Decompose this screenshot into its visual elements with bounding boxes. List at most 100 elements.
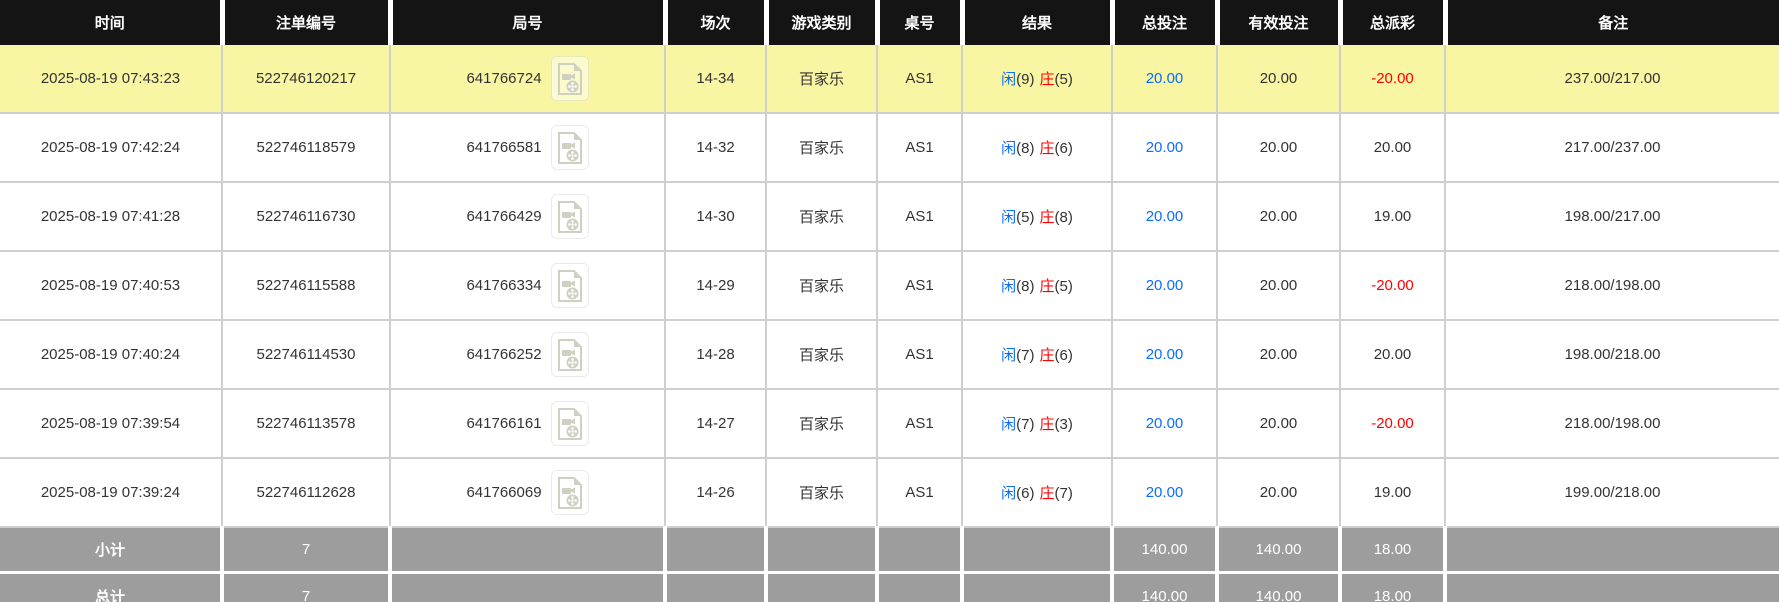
round-id-wrap: 641766334 [466, 263, 589, 308]
result-player-score: (5) [1016, 209, 1035, 226]
cell-valid-bet: 20.00 [1217, 181, 1341, 251]
summary-label: 小计 [0, 526, 224, 573]
cell-remark: 199.00/218.00 [1445, 457, 1779, 527]
cell-valid-bet: 20.00 [1217, 388, 1341, 458]
video-replay-button[interactable] [550, 125, 589, 170]
video-replay-icon [557, 131, 582, 164]
summary-label: 总计 [0, 571, 224, 602]
cell-result: 闲(6) 庄(7) [962, 457, 1113, 527]
table-header: 时间 注单编号 局号 场次 游戏类别 桌号 结果 总投注 有效投注 总派彩 备注 [0, 0, 1779, 45]
cell-remark: 237.00/217.00 [1445, 45, 1779, 113]
cell-game-type: 百家乐 [766, 388, 878, 458]
cell-remark: 198.00/217.00 [1445, 181, 1779, 251]
col-header-bet_id: 注单编号 [222, 0, 393, 45]
video-replay-icon [557, 62, 582, 95]
cell-round-id: 641766724 [390, 45, 666, 113]
cell-round-id: 641766581 [390, 112, 666, 182]
table-row: 2025-08-19 07:41:28 522746116730 641766429… [0, 181, 1779, 251]
result-player-label: 闲 [1001, 278, 1017, 295]
result-player-score: (7) [1016, 347, 1035, 364]
round-id-wrap: 641766069 [466, 470, 589, 515]
cell-total-bet: 20.00 [1112, 45, 1218, 113]
col-header-total_payout: 总派彩 [1340, 0, 1448, 45]
col-header-game_type: 游戏类别 [766, 0, 880, 45]
summary-empty-result [962, 571, 1114, 602]
summary-empty-round [390, 571, 667, 602]
cell-round-id: 641766334 [390, 250, 666, 320]
round-id-wrap: 641766252 [466, 332, 589, 377]
round-id-text: 641766161 [466, 415, 542, 432]
round-id-text: 641766334 [466, 277, 542, 294]
col-header-total_bet: 总投注 [1112, 0, 1220, 45]
cell-bet-id: 522746113578 [222, 388, 391, 458]
summary-empty-round [390, 526, 667, 573]
cell-result: 闲(5) 庄(8) [962, 181, 1113, 251]
video-replay-icon [557, 338, 582, 371]
summary-empty-table [877, 526, 964, 573]
result-player-score: (7) [1016, 416, 1035, 433]
cell-time: 2025-08-19 07:40:53 [0, 250, 223, 320]
cell-bet-id: 522746112628 [222, 457, 391, 527]
video-replay-icon [557, 200, 582, 233]
summary-count: 7 [222, 526, 392, 573]
round-id-text: 641766252 [466, 346, 542, 363]
video-replay-button[interactable] [550, 470, 589, 515]
cell-result: 闲(9) 庄(5) [962, 45, 1113, 113]
summary-empty-game [766, 526, 879, 573]
table-row: 2025-08-19 07:39:24 522746112628 641766069… [0, 457, 1779, 527]
summary-row-grandtotal: 总计 7 140.00 140.00 18.00 [0, 571, 1779, 602]
cell-bet-id: 522746115588 [222, 250, 391, 320]
video-replay-button[interactable] [550, 56, 589, 101]
result-banker-score: (6) [1054, 347, 1073, 364]
video-replay-icon [557, 407, 582, 440]
cell-total-bet: 20.00 [1112, 457, 1218, 527]
col-header-valid_bet: 有效投注 [1217, 0, 1343, 45]
round-id-text: 641766429 [466, 208, 542, 225]
summary-total-payout: 18.00 [1340, 571, 1447, 602]
video-replay-button[interactable] [550, 401, 589, 446]
cell-round-id: 641766429 [390, 181, 666, 251]
round-id-wrap: 641766429 [466, 194, 589, 239]
video-replay-icon [557, 476, 582, 509]
cell-session: 14-32 [665, 112, 767, 182]
video-replay-button[interactable] [550, 332, 589, 377]
cell-session: 14-28 [665, 319, 767, 389]
cell-remark: 198.00/218.00 [1445, 319, 1779, 389]
header-row: 时间 注单编号 局号 场次 游戏类别 桌号 结果 总投注 有效投注 总派彩 备注 [0, 0, 1779, 45]
result-banker-label: 庄 [1039, 347, 1055, 364]
col-header-round_id: 局号 [390, 0, 668, 45]
table-footer: 小计 7 140.00 140.00 18.00 总计 7 140.00 140.00 18.00 [0, 526, 1779, 602]
round-id-wrap: 641766581 [466, 125, 589, 170]
summary-empty-remark [1445, 571, 1779, 602]
cell-bet-id: 522746120217 [222, 45, 391, 113]
table-row: 2025-08-19 07:40:24 522746114530 641766252… [0, 319, 1779, 389]
cell-game-type: 百家乐 [766, 45, 878, 113]
cell-round-id: 641766252 [390, 319, 666, 389]
cell-time: 2025-08-19 07:40:24 [0, 319, 223, 389]
summary-total-bet: 140.00 [1112, 571, 1219, 602]
cell-session: 14-30 [665, 181, 767, 251]
cell-remark: 218.00/198.00 [1445, 250, 1779, 320]
col-header-session: 场次 [665, 0, 769, 45]
video-replay-button[interactable] [550, 194, 589, 239]
video-replay-button[interactable] [550, 263, 589, 308]
result-banker-score: (6) [1054, 140, 1073, 157]
cell-result: 闲(8) 庄(5) [962, 250, 1113, 320]
cell-round-id: 641766161 [390, 388, 666, 458]
cell-remark: 217.00/237.00 [1445, 112, 1779, 182]
cell-game-type: 百家乐 [766, 457, 878, 527]
cell-game-type: 百家乐 [766, 250, 878, 320]
table-row: 2025-08-19 07:42:24 522746118579 641766581… [0, 112, 1779, 182]
cell-time: 2025-08-19 07:41:28 [0, 181, 223, 251]
table-row: 2025-08-19 07:40:53 522746115588 641766334… [0, 250, 1779, 320]
cell-session: 14-27 [665, 388, 767, 458]
result-banker-label: 庄 [1039, 71, 1055, 88]
cell-valid-bet: 20.00 [1217, 250, 1341, 320]
summary-empty-table [877, 571, 964, 602]
summary-valid-bet: 140.00 [1217, 526, 1342, 573]
summary-empty-session [665, 571, 768, 602]
cell-total-bet: 20.00 [1112, 112, 1218, 182]
summary-total-bet: 140.00 [1112, 526, 1219, 573]
result-banker-score: (7) [1054, 485, 1073, 502]
cell-time: 2025-08-19 07:39:54 [0, 388, 223, 458]
